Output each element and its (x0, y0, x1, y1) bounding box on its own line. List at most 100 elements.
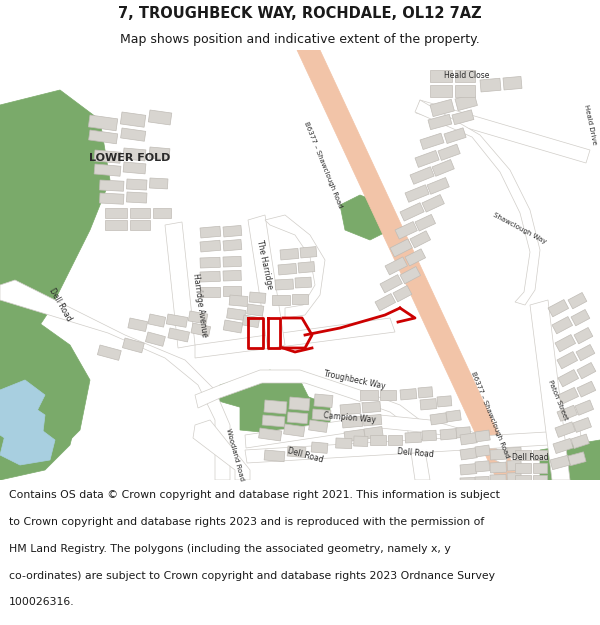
Text: 100026316.: 100026316. (9, 598, 74, 608)
Bar (292, 294, 308, 304)
Polygon shape (245, 430, 582, 463)
Polygon shape (240, 390, 330, 435)
Bar (455, 94, 478, 111)
Bar (452, 110, 474, 124)
Bar (400, 266, 421, 284)
Bar (410, 231, 431, 248)
Text: Dell Road: Dell Road (512, 454, 548, 462)
Bar (420, 399, 437, 410)
Bar (550, 456, 570, 469)
Text: Paton Street: Paton Street (547, 379, 569, 421)
Text: The Harridge: The Harridge (256, 239, 275, 291)
Bar (168, 328, 190, 342)
Bar (130, 220, 150, 230)
Bar (97, 345, 121, 361)
Bar (105, 220, 127, 230)
Bar (100, 180, 124, 191)
Bar (123, 162, 146, 174)
Text: HM Land Registry. The polygons (including the associated geometry, namely x, y: HM Land Registry. The polygons (includin… (9, 544, 451, 554)
Bar (405, 432, 422, 443)
Bar (420, 133, 444, 149)
Bar (223, 226, 242, 237)
Bar (395, 221, 418, 239)
Bar (200, 271, 220, 282)
Bar (370, 435, 386, 445)
Bar (149, 147, 170, 160)
Bar (259, 428, 282, 441)
Bar (121, 112, 146, 128)
Bar (460, 448, 477, 460)
Bar (422, 430, 437, 441)
Bar (249, 292, 266, 303)
Polygon shape (245, 415, 510, 465)
Bar (380, 274, 403, 293)
Polygon shape (340, 195, 390, 240)
Polygon shape (195, 370, 430, 480)
Bar (446, 410, 461, 422)
Bar (437, 396, 452, 407)
Bar (418, 387, 433, 398)
Bar (571, 434, 589, 449)
Bar (223, 239, 242, 251)
Bar (200, 240, 221, 252)
Bar (200, 226, 221, 238)
Bar (287, 446, 306, 458)
Text: Dell Road: Dell Road (286, 446, 324, 464)
Text: Campion Way: Campion Way (323, 411, 377, 425)
Bar (533, 463, 547, 473)
Bar (503, 76, 522, 90)
Bar (475, 430, 490, 442)
Bar (480, 78, 501, 92)
Bar (188, 311, 208, 324)
Bar (507, 460, 521, 471)
Bar (148, 110, 172, 125)
Bar (405, 185, 429, 202)
Bar (388, 435, 402, 445)
Bar (145, 332, 166, 346)
Bar (223, 320, 243, 333)
Bar (362, 401, 381, 413)
Bar (298, 262, 315, 273)
Bar (438, 144, 460, 161)
Text: Contains OS data © Crown copyright and database right 2021. This information is : Contains OS data © Crown copyright and d… (9, 490, 500, 500)
Bar (289, 397, 310, 411)
Bar (552, 316, 572, 334)
Text: co-ordinates) are subject to Crown copyright and database rights 2023 Ordnance S: co-ordinates) are subject to Crown copyr… (9, 571, 495, 581)
Bar (415, 214, 436, 231)
Polygon shape (248, 215, 285, 350)
Bar (275, 279, 293, 290)
Text: LOWER FOLD: LOWER FOLD (89, 153, 170, 163)
Text: Heald Close: Heald Close (445, 71, 490, 79)
Bar (262, 415, 285, 427)
Bar (360, 390, 378, 400)
Polygon shape (0, 345, 80, 480)
Bar (558, 388, 578, 404)
Bar (427, 177, 449, 194)
Bar (88, 115, 118, 131)
Bar (428, 114, 452, 129)
Polygon shape (265, 215, 325, 318)
Bar (380, 390, 396, 400)
Bar (475, 476, 490, 487)
Bar (223, 271, 241, 281)
Polygon shape (555, 460, 600, 480)
Bar (229, 295, 248, 306)
Bar (455, 85, 475, 97)
Bar (553, 439, 573, 454)
Bar (100, 193, 124, 204)
Text: Harridge Avenue: Harridge Avenue (191, 272, 209, 338)
Bar (460, 432, 477, 445)
Bar (191, 323, 211, 336)
Bar (149, 178, 168, 189)
Bar (127, 192, 147, 203)
Bar (432, 159, 454, 176)
Polygon shape (193, 420, 250, 480)
Text: to Crown copyright and database rights 2023 and is reproduced with the permissio: to Crown copyright and database rights 2… (9, 517, 484, 527)
Bar (344, 429, 365, 442)
Bar (272, 295, 290, 305)
Polygon shape (0, 425, 55, 465)
Bar (444, 128, 466, 144)
Bar (280, 248, 299, 260)
Bar (200, 258, 220, 268)
Bar (422, 194, 445, 212)
